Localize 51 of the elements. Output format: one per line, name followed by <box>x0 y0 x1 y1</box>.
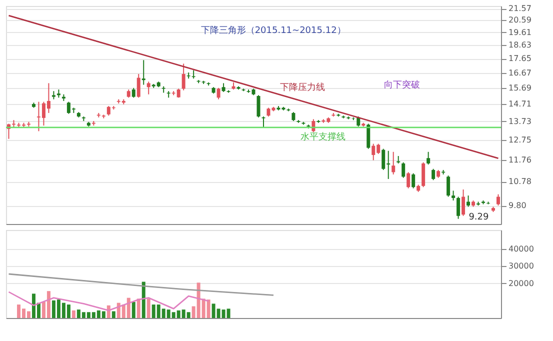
candlestick <box>432 168 436 181</box>
y-tick-label: 14.71 <box>508 100 532 109</box>
y-tick-label: 15.69 <box>508 84 532 93</box>
candlestick <box>466 195 470 208</box>
candlestick <box>402 162 406 178</box>
candlestick <box>426 151 430 166</box>
bar <box>142 282 146 318</box>
y-tick-label: 18.63 <box>508 40 532 50</box>
bar <box>146 298 150 318</box>
y-tick-label: 10.78 <box>508 177 532 186</box>
bar <box>136 298 140 318</box>
bar <box>112 311 116 318</box>
y-tick-label: 11.76 <box>508 156 532 165</box>
y-tick-label: 30000 <box>508 262 534 271</box>
candlestick <box>452 190 456 201</box>
y-tick-label: 16.67 <box>508 68 532 78</box>
candlestick <box>446 175 450 198</box>
y-tick-label: 9.80 <box>508 201 526 210</box>
y-tick-label: 12.75 <box>508 135 532 144</box>
y-tick-label: 13.73 <box>508 116 532 126</box>
y-tick-label: 17.65 <box>508 54 532 64</box>
candlestick <box>366 123 370 150</box>
candlestick <box>406 172 410 189</box>
bar <box>72 310 76 318</box>
candlestick <box>182 63 186 91</box>
candlestick <box>456 196 460 220</box>
bar <box>132 302 136 318</box>
y-tick-label: 21.57 <box>508 4 532 14</box>
y-tick-label: 20.59 <box>508 16 532 25</box>
candlestick <box>216 87 220 100</box>
annotation: 9.29 <box>468 212 490 222</box>
candlestick <box>142 60 146 86</box>
candlestick <box>146 81 150 95</box>
ref-line-label: 水平支撑线 <box>300 131 346 142</box>
annotation: 下降三角形（2015.11~2015.12） <box>200 24 346 36</box>
candlestick <box>422 162 426 188</box>
candlestick <box>132 87 136 98</box>
annotation: 向下突破 <box>384 79 420 90</box>
candlestick <box>262 116 266 128</box>
candlestick <box>136 74 140 98</box>
candlestick <box>412 172 416 189</box>
candlestick <box>392 151 396 175</box>
series-label: 下降压力线 <box>280 82 325 94</box>
candlestick <box>462 188 466 216</box>
line-series <box>8 291 210 312</box>
candlestick <box>256 94 260 118</box>
y-tick-label: 19.61 <box>508 28 532 37</box>
candlestick <box>496 194 500 206</box>
line-series <box>8 273 274 296</box>
y-tick-label: 40000 <box>508 244 534 254</box>
y-tick-label: 20000 <box>508 278 534 288</box>
